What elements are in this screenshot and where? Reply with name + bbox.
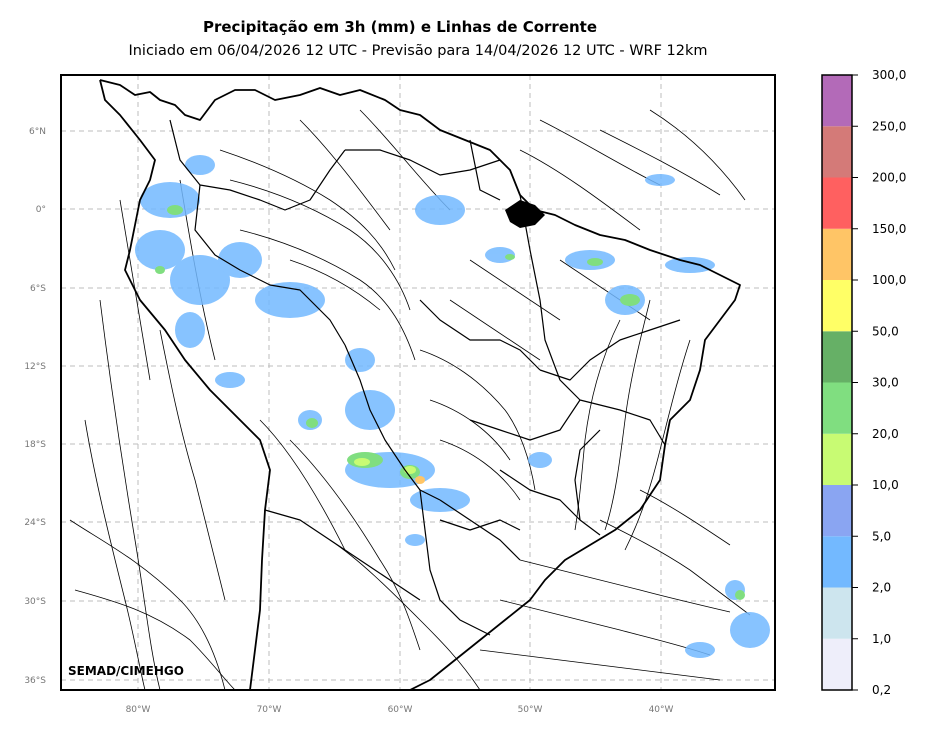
colorbar-segment xyxy=(822,587,852,639)
colorbar-segment xyxy=(822,75,852,127)
colorbar-label: 1,0 xyxy=(872,632,891,646)
colorbar-segment xyxy=(822,485,852,537)
lat-label: 36°S xyxy=(24,676,46,686)
colorbar-label: 30,0 xyxy=(872,376,899,390)
colorbar-label: 0,2 xyxy=(872,683,891,697)
lat-label: 6°N xyxy=(29,127,46,137)
island-marajo xyxy=(505,200,545,228)
lat-label: 30°S xyxy=(24,597,46,607)
colorbar-segment xyxy=(822,433,852,485)
country-borders xyxy=(169,119,681,636)
colorbar-label: 150,0 xyxy=(872,222,906,236)
lon-label: 50°W xyxy=(518,705,543,715)
lat-label: 6°S xyxy=(30,284,46,294)
latitude-labels: 6°N 0° 6°S 12°S 18°S 24°S 30°S 36°S xyxy=(24,127,46,686)
lon-label: 70°W xyxy=(257,705,282,715)
colorbar-label: 300,0 xyxy=(872,68,906,82)
colorbar-label: 100,0 xyxy=(872,273,906,287)
colorbar-segment xyxy=(822,331,852,383)
chart-subtitle: Iniciado em 06/04/2026 12 UTC - Previsão… xyxy=(128,43,708,59)
colorbar: 0,2 1,0 2,0 5,0 10,0 20,0 30,0 50,0 100,0 150,0 20… xyxy=(821,68,906,697)
colorbar-label: 200,0 xyxy=(872,171,906,185)
lon-label: 60°W xyxy=(388,705,413,715)
coastline xyxy=(99,79,741,690)
colorbar-segment xyxy=(822,382,852,434)
lat-label: 12°S xyxy=(24,362,46,372)
colorbar-segment xyxy=(822,177,852,229)
colorbar-segment xyxy=(822,228,852,280)
colorbar-label: 2,0 xyxy=(872,581,891,595)
map-area xyxy=(61,75,775,690)
lat-label: 18°S xyxy=(24,440,46,450)
chart-title: Precipitação em 3h (mm) e Linhas de Corr… xyxy=(202,18,598,36)
precipitation-heavy xyxy=(415,476,425,484)
credit-label: SEMAD/CIMEHGO xyxy=(68,664,184,678)
map-frame xyxy=(60,74,776,691)
longitude-labels: 80°W 70°W 60°W 50°W 40°W xyxy=(126,705,674,715)
colorbar-segment xyxy=(822,280,852,332)
lon-label: 80°W xyxy=(126,705,151,715)
lon-label: 40°W xyxy=(649,705,674,715)
colorbar-label: 50,0 xyxy=(872,324,899,338)
lat-label: 24°S xyxy=(24,518,46,528)
lat-label: 0° xyxy=(36,205,46,215)
colorbar-label: 20,0 xyxy=(872,427,899,441)
colorbar-label: 5,0 xyxy=(872,529,891,543)
colorbar-segment xyxy=(822,536,852,588)
colorbar-segment xyxy=(822,638,852,690)
colorbar-segment xyxy=(822,126,852,178)
colorbar-label: 10,0 xyxy=(872,478,899,492)
colorbar-label: 250,0 xyxy=(872,119,906,133)
